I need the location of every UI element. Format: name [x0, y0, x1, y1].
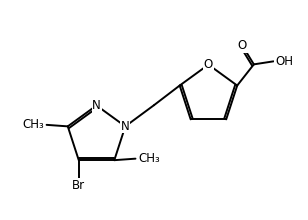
Text: O: O: [238, 39, 247, 52]
Text: CH₃: CH₃: [22, 118, 44, 131]
Text: O: O: [204, 58, 213, 71]
Text: CH₃: CH₃: [138, 152, 160, 165]
Text: N: N: [92, 99, 101, 112]
Text: Br: Br: [72, 179, 85, 192]
Text: N: N: [121, 120, 130, 133]
Text: OH: OH: [275, 55, 293, 68]
